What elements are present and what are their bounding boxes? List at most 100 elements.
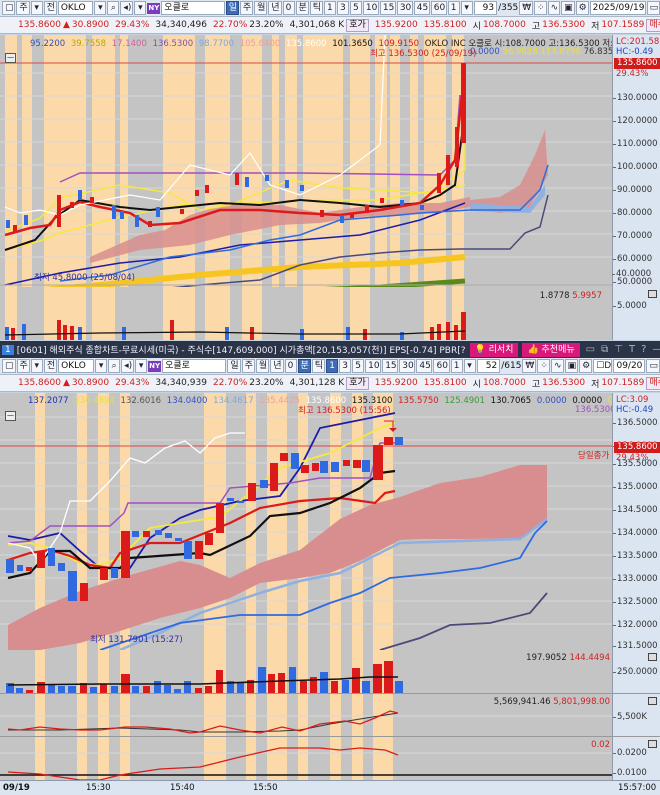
chevron-down-icon[interactable]: ▾ [135, 359, 148, 373]
tab-15[interactable]: 15 [382, 359, 399, 373]
symbol-input[interactable]: OKLO [58, 359, 95, 373]
collapse-button[interactable]: — [5, 53, 16, 63]
tab-tick[interactable]: 틱 [309, 1, 323, 15]
date-input[interactable]: 2025/09/19 [589, 1, 646, 15]
tab-year[interactable]: 년 [268, 1, 282, 15]
interval-input[interactable]: 1 [447, 1, 460, 15]
tab-1[interactable]: 1 [326, 359, 339, 373]
top-volume-axis[interactable]: 5.0000 [612, 287, 660, 340]
tab-5[interactable]: 5 [352, 359, 365, 373]
recommend-menu-button[interactable]: 👍 추천메뉴 [522, 342, 580, 357]
hoga-button[interactable]: 호가 [346, 376, 369, 390]
minimize-icon[interactable]: — [652, 344, 660, 355]
pane-menu-icon[interactable] [648, 740, 657, 748]
bottom-volume-axis[interactable]: 250.0000 [612, 650, 660, 693]
speaker-icon[interactable]: ◂) [120, 1, 134, 15]
indicator-chart[interactable]: 0.02 [0, 736, 612, 780]
chevron-down-icon[interactable]: ▾ [30, 1, 43, 15]
chevron-down-icon[interactable]: ▾ [134, 1, 147, 15]
tab-1[interactable]: 1 [323, 1, 336, 15]
collapse-button[interactable]: — [5, 411, 16, 421]
obv-axis[interactable]: 5,500K [612, 693, 660, 736]
tab-week[interactable]: 주 [239, 1, 254, 15]
bottom-price-axis[interactable]: LC:3.09 HC:-0.49 136.5000 136.0000 135.5… [612, 393, 660, 651]
indicator-icon[interactable]: ⁘ [537, 359, 550, 373]
tab-day[interactable]: 일 [225, 1, 239, 15]
calendar-icon[interactable]: ▭ [646, 1, 660, 15]
tab-3[interactable]: 3 [339, 359, 352, 373]
tab-45[interactable]: 45 [416, 359, 433, 373]
currency-icon[interactable]: ₩ [519, 1, 534, 15]
tab-month[interactable]: 월 [254, 1, 268, 15]
bottom-price-chart[interactable]: — 137.2077 136.4894 132.6016 134.0400 13… [0, 393, 612, 650]
bottom-volume-chart[interactable]: 197.9052 144.4494 [0, 650, 612, 693]
tab-3[interactable]: 3 [336, 1, 349, 15]
tab-week[interactable]: 주 [241, 359, 255, 373]
count-input[interactable]: 52 [476, 359, 501, 373]
tab-30[interactable]: 30 [396, 1, 413, 15]
stock-type-button[interactable]: 주 [16, 359, 30, 373]
pin-icon[interactable]: ⊤ [614, 344, 623, 355]
tab-60[interactable]: 60 [433, 359, 450, 373]
tab-zero[interactable]: 0 [284, 359, 297, 373]
indicator-icon[interactable]: ⁘ [534, 1, 547, 15]
buy-button[interactable]: 매수 [646, 376, 660, 390]
font-icon[interactable]: T [628, 344, 636, 355]
save-icon[interactable]: ▣ [564, 359, 579, 373]
buy-button[interactable]: 매수 [646, 18, 660, 32]
top-volume-chart[interactable]: 1.8778 5.9957 [0, 287, 612, 340]
tab-tick[interactable]: 틱 [311, 359, 326, 373]
tab-day[interactable]: 일 [227, 359, 241, 373]
tab-45[interactable]: 45 [413, 1, 430, 15]
currency-icon[interactable]: ₩ [522, 359, 537, 373]
symbol-input[interactable]: OKLO [57, 1, 94, 15]
tab-5[interactable]: 5 [349, 1, 362, 15]
window-layout-icon[interactable]: ▭ [585, 344, 596, 355]
indicator-axis[interactable]: 0.0200 0.0100 [612, 736, 660, 780]
count-input[interactable]: 93 [473, 1, 498, 15]
draw-icon[interactable]: ∿ [547, 1, 561, 15]
speaker-icon[interactable]: ◂) [121, 359, 135, 373]
tab-15[interactable]: 15 [379, 1, 396, 15]
search-icon[interactable]: ⌕ [107, 1, 120, 15]
search-icon[interactable]: ⌕ [108, 359, 121, 373]
tab-60[interactable]: 60 [430, 1, 447, 15]
stock-type-button[interactable]: 주 [16, 1, 30, 15]
layout-icon[interactable]: ▢ [2, 359, 16, 373]
d-checkbox[interactable]: ☐D [593, 359, 613, 373]
top-price-chart[interactable]: — 95.2200 39.7558 17.1400 136.5300 98.77… [0, 35, 612, 287]
period-type-button[interactable]: 전 [43, 359, 58, 373]
research-button[interactable]: 💡 리서치 [469, 342, 519, 357]
hoga-button[interactable]: 호가 [346, 18, 369, 32]
pane-menu-icon[interactable] [648, 653, 657, 661]
tab-minute[interactable]: 분 [297, 359, 311, 373]
stock-name-field[interactable]: 오클로 [162, 359, 227, 373]
tab-year[interactable]: 년 [270, 359, 284, 373]
interval-dropdown-icon[interactable]: ▾ [463, 359, 476, 373]
time-axis[interactable]: 09/19 15:30 15:40 15:50 15:57:00 [0, 780, 660, 795]
period-type-button[interactable]: 전 [43, 1, 57, 15]
layout-icon[interactable]: ▢ [2, 1, 16, 15]
tab-10[interactable]: 10 [365, 359, 382, 373]
calendar-icon[interactable]: ▭ [646, 359, 660, 373]
gear-icon[interactable]: ⚙ [575, 1, 589, 15]
pane-menu-icon[interactable] [648, 290, 657, 298]
interval-input[interactable]: 1 [450, 359, 463, 373]
window-restore-icon[interactable]: ⧉ [601, 344, 609, 355]
tab-zero[interactable]: 0 [282, 1, 295, 15]
top-price-axis[interactable]: LC:201.58 HC:-0.49 130.0000 120.0000 110… [612, 35, 660, 287]
obv-chart[interactable]: 5,569,941.46 5,801,998.00 [0, 693, 612, 736]
tab-minute[interactable]: 분 [295, 1, 309, 15]
tab-month[interactable]: 월 [255, 359, 270, 373]
interval-dropdown-icon[interactable]: ▾ [460, 1, 473, 15]
stock-name-field[interactable]: 오클로 [161, 1, 225, 15]
gear-icon[interactable]: ⚙ [579, 359, 593, 373]
pane-menu-icon[interactable] [648, 697, 657, 705]
help-icon[interactable]: ? [641, 344, 647, 355]
date-input[interactable]: 09/20 [613, 359, 646, 373]
tab-30[interactable]: 30 [399, 359, 416, 373]
symbol-dropdown-icon[interactable]: ▾ [94, 1, 107, 15]
symbol-dropdown-icon[interactable]: ▾ [95, 359, 108, 373]
draw-icon[interactable]: ∿ [550, 359, 564, 373]
save-icon[interactable]: ▣ [561, 1, 575, 15]
